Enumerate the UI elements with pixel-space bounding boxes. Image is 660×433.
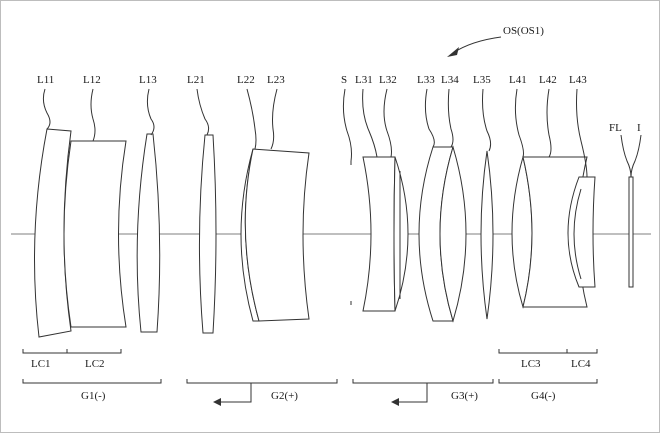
filter-plate: [628, 176, 634, 288]
group-brackets: [22, 379, 598, 384]
label-G3: G3(+): [451, 390, 478, 402]
label-L34: L34: [441, 74, 459, 86]
label-L12: L12: [83, 74, 101, 86]
lens-L12: [63, 140, 127, 328]
label-G2: G2(+): [271, 390, 298, 402]
label-L41: L41: [509, 74, 527, 86]
label-LC2: LC2: [85, 358, 105, 370]
label-L35: L35: [473, 74, 491, 86]
label-L31: L31: [355, 74, 373, 86]
os-arrow: [452, 36, 502, 54]
label-L32: L32: [379, 74, 397, 86]
label-S: S: [341, 74, 347, 86]
g3-movement-arrow: [391, 383, 428, 406]
label-LC1: LC1: [31, 358, 51, 370]
lens-L32: [393, 156, 409, 312]
label-L43: L43: [569, 74, 587, 86]
lens-L21: [198, 134, 217, 334]
label-LC4: LC4: [571, 358, 591, 370]
label-L13: L13: [139, 74, 157, 86]
label-L33: L33: [417, 74, 435, 86]
label-I: I: [637, 122, 641, 134]
g2-movement-arrow: [213, 383, 252, 406]
system-title: OS(OS1): [503, 25, 544, 37]
lens-L34: [439, 145, 467, 323]
os-arrowhead: [447, 47, 459, 57]
lens-L13: [136, 133, 161, 333]
label-L42: L42: [539, 74, 557, 86]
label-L21: L21: [187, 74, 205, 86]
lens-L43-inner-surface: [573, 188, 582, 280]
component-brackets: [22, 349, 598, 354]
leader-lines: [42, 88, 642, 178]
label-L22: L22: [237, 74, 255, 86]
label-G4: G4(-): [531, 390, 556, 402]
label-FL: FL: [609, 122, 622, 134]
label-G1: G1(-): [81, 390, 106, 402]
lens-L43: [567, 176, 596, 288]
lens-L23: [244, 148, 310, 322]
label-L23: L23: [267, 74, 285, 86]
label-LC3: LC3: [521, 358, 541, 370]
label-L11: L11: [37, 74, 54, 86]
lens-L35: [480, 150, 494, 320]
